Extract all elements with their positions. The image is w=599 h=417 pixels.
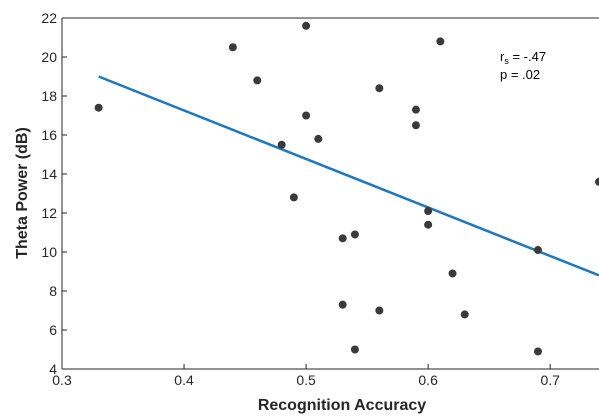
x-tick-label: 0.3 <box>52 372 72 388</box>
data-point <box>411 121 420 130</box>
x-axis-title: Recognition Accuracy <box>258 397 426 414</box>
y-ticks: 4 6 8 10 12 14 16 18 20 22 <box>41 10 67 377</box>
data-point <box>533 246 542 255</box>
x-tick-label: 0.4 <box>174 372 194 388</box>
data-point <box>375 306 384 315</box>
data-point <box>533 347 542 356</box>
data-points <box>94 21 599 356</box>
data-point <box>302 111 311 120</box>
r-value: = -.47 <box>509 49 546 64</box>
y-tick-label: 14 <box>41 166 57 182</box>
data-point <box>411 105 420 114</box>
data-point <box>424 220 433 229</box>
data-point <box>94 103 103 112</box>
y-tick-label: 12 <box>41 205 57 221</box>
regression-line <box>98 75 599 277</box>
data-point <box>595 177 599 186</box>
y-tick-label: 16 <box>41 127 57 143</box>
data-point <box>253 76 262 85</box>
y-tick-label: 20 <box>41 49 57 65</box>
data-point <box>436 37 445 46</box>
r-subscript: s <box>504 56 509 66</box>
data-point <box>448 269 457 278</box>
data-point <box>375 84 384 93</box>
data-point <box>289 193 298 202</box>
x-tick-label: 0.6 <box>418 372 438 388</box>
y-tick-label: 22 <box>41 10 57 26</box>
data-point <box>350 230 359 239</box>
data-point <box>314 134 323 143</box>
y-tick-label: 18 <box>41 88 57 104</box>
data-point <box>302 21 311 30</box>
data-point <box>460 310 469 319</box>
p-value-annotation: p = .02 <box>500 67 540 82</box>
fit-line-group <box>98 75 599 277</box>
y-tick-label: 8 <box>49 283 57 299</box>
data-point <box>277 140 286 149</box>
data-point <box>350 345 359 354</box>
r-symbol: r <box>500 49 505 64</box>
data-point <box>338 234 347 243</box>
x-tick-label: 0.7 <box>540 372 560 388</box>
axes <box>61 17 599 370</box>
data-point <box>228 43 237 52</box>
data-point <box>338 300 347 309</box>
x-ticks: 0.3 0.4 0.5 0.6 0.7 <box>52 364 560 388</box>
data-point <box>424 207 433 216</box>
x-tick-label: 0.5 <box>296 372 316 388</box>
y-tick-label: 10 <box>41 244 57 260</box>
correlation-annotation: rs = -.47 <box>500 49 546 66</box>
y-axis-title: Theta Power (dB) <box>14 127 31 259</box>
y-tick-label: 4 <box>49 361 57 377</box>
y-tick-label: 6 <box>49 322 57 338</box>
